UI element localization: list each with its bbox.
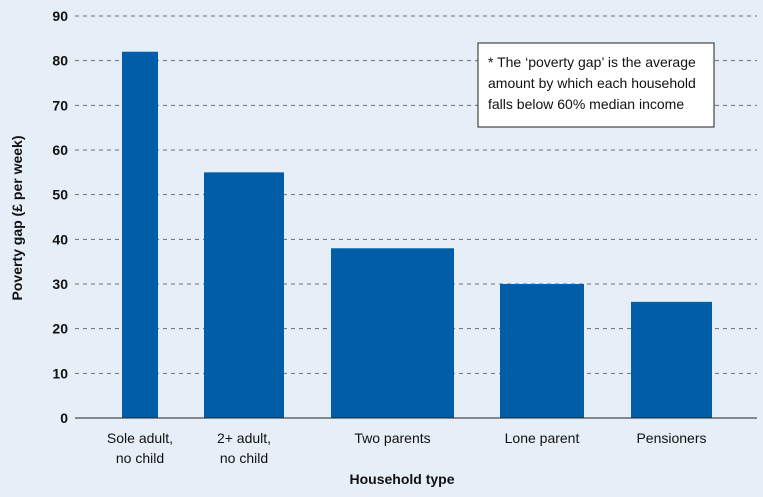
y-tick-labels: 0 10 20 30 40 50 60 70 80 90 (52, 8, 68, 426)
x-category-label: Sole adult, (107, 430, 173, 446)
y-tick-label: 80 (52, 53, 68, 69)
bar (500, 284, 584, 418)
y-axis-title: Poverty gap (£ per week) (9, 136, 25, 301)
x-category-label: no child (220, 450, 268, 466)
bar (331, 248, 454, 418)
y-tick-label: 20 (52, 321, 68, 337)
bar (122, 51, 158, 418)
bar (204, 172, 284, 418)
y-tick-label: 40 (52, 231, 68, 247)
note-line: falls below 60% median income (488, 96, 684, 112)
y-tick-label: 90 (52, 8, 68, 24)
bar (631, 301, 712, 418)
y-tick-label: 50 (52, 187, 68, 203)
y-tick-label: 30 (52, 276, 68, 292)
x-axis-title: Household type (349, 471, 454, 487)
x-category-label: Lone parent (505, 430, 580, 446)
x-category-label: no child (116, 450, 164, 466)
note-box-border (477, 42, 715, 128)
note-line: * The ‘poverty gap’ is the average (488, 54, 696, 70)
x-category-label: Pensioners (636, 430, 706, 446)
x-category-labels: Sole adult, no child 2+ adult, no child Two … (107, 430, 707, 466)
note-text: * The ‘poverty gap’ is the average amount… (488, 54, 696, 112)
x-category-label: Two parents (354, 430, 430, 446)
x-category-label: 2+ adult, (217, 430, 271, 446)
note-line: amount by which each household (488, 75, 696, 91)
y-tick-label: 60 (52, 142, 68, 158)
note-box: * The ‘poverty gap’ is the average amount… (477, 42, 715, 128)
y-tick-label: 0 (60, 410, 68, 426)
bars (122, 51, 712, 418)
y-tick-label: 70 (52, 97, 68, 113)
y-tick-label: 10 (52, 365, 68, 381)
